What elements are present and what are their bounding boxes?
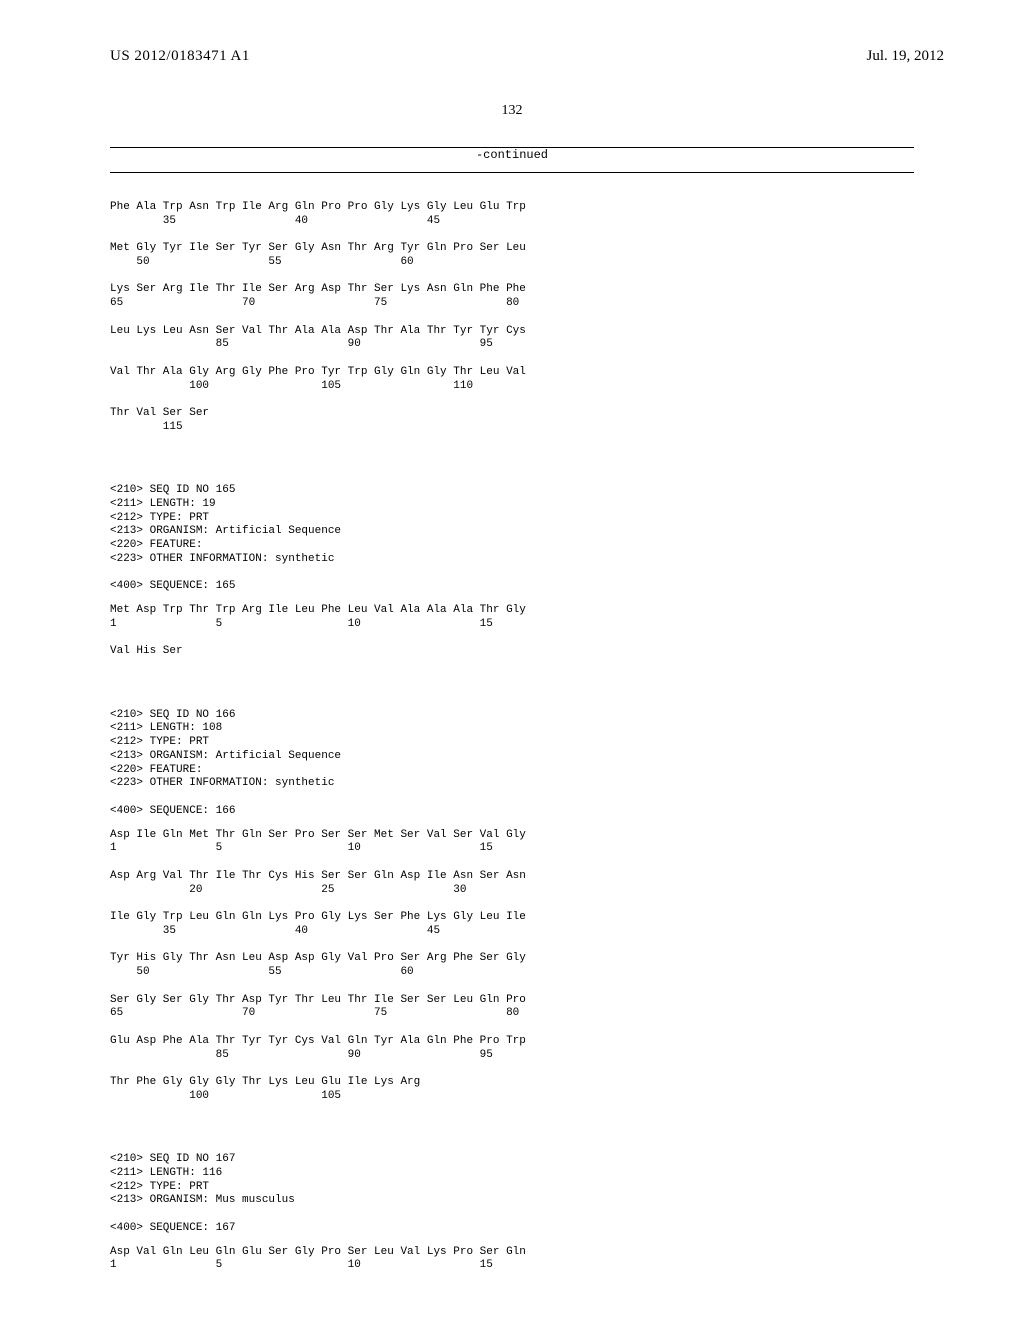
- num-row: 1 5 10 15: [110, 842, 493, 854]
- num-row: 65 70 75 80: [110, 1007, 519, 1019]
- aa-row: Thr Val Ser Ser: [110, 407, 209, 419]
- sequence-block: Phe Ala Trp Asn Trp Ile Arg Gln Pro Pro …: [110, 201, 914, 435]
- meta-line: <220> FEATURE:: [110, 764, 202, 776]
- aa-row: Val Thr Ala Gly Arg Gly Phe Pro Tyr Trp …: [110, 366, 526, 378]
- sequence-block: Met Asp Trp Thr Trp Arg Ile Leu Phe Leu …: [110, 604, 914, 659]
- num-row: 100 105: [110, 1090, 341, 1102]
- num-row: 65 70 75 80: [110, 297, 519, 309]
- aa-row: Asp Arg Val Thr Ile Thr Cys His Ser Ser …: [110, 870, 526, 882]
- aa-row: Thr Phe Gly Gly Gly Thr Lys Leu Glu Ile …: [110, 1076, 420, 1088]
- aa-row: Asp Ile Gln Met Thr Gln Ser Pro Ser Ser …: [110, 829, 526, 841]
- meta-line: <211> LENGTH: 19: [110, 498, 216, 510]
- aa-row: Asp Val Gln Leu Gln Glu Ser Gly Pro Ser …: [110, 1246, 526, 1258]
- continued-label: -continued: [110, 148, 914, 168]
- seq-metadata: <210> SEQ ID NO 167 <211> LENGTH: 116 <2…: [110, 1139, 914, 1235]
- num-row: 50 55 60: [110, 966, 414, 978]
- aa-row: Ser Gly Ser Gly Thr Asp Tyr Thr Leu Thr …: [110, 994, 526, 1006]
- aa-row: Leu Lys Leu Asn Ser Val Thr Ala Ala Asp …: [110, 325, 526, 337]
- meta-line: <212> TYPE: PRT: [110, 1181, 209, 1193]
- meta-line: <223> OTHER INFORMATION: synthetic: [110, 777, 334, 789]
- page-header: US 2012/0183471 A1 Jul. 19, 2012: [0, 0, 1024, 73]
- aa-row: Ile Gly Trp Leu Gln Gln Lys Pro Gly Lys …: [110, 911, 526, 923]
- num-row: 1 5 10 15: [110, 1259, 493, 1271]
- sequence-block: Asp Val Gln Leu Gln Glu Ser Gly Pro Ser …: [110, 1246, 914, 1274]
- seq-metadata: <210> SEQ ID NO 166 <211> LENGTH: 108 <2…: [110, 695, 914, 819]
- num-row: 85 90 95: [110, 1049, 493, 1061]
- sequence-listing: Phe Ala Trp Asn Trp Ile Arg Gln Pro Pro …: [110, 173, 914, 1273]
- num-row: 85 90 95: [110, 338, 493, 350]
- num-row: 35 40 45: [110, 215, 440, 227]
- publication-number: US 2012/0183471 A1: [110, 48, 250, 65]
- meta-line: <212> TYPE: PRT: [110, 736, 209, 748]
- aa-row: Met Asp Trp Thr Trp Arg Ile Leu Phe Leu …: [110, 604, 526, 616]
- meta-line: <220> FEATURE:: [110, 539, 202, 551]
- meta-line: <213> ORGANISM: Mus musculus: [110, 1194, 295, 1206]
- seq-label: <400> SEQUENCE: 166: [110, 805, 235, 817]
- meta-line: <213> ORGANISM: Artificial Sequence: [110, 750, 341, 762]
- num-row: 35 40 45: [110, 925, 440, 937]
- sequence-block: Asp Ile Gln Met Thr Gln Ser Pro Ser Ser …: [110, 829, 914, 1104]
- seq-label: <400> SEQUENCE: 165: [110, 580, 235, 592]
- meta-line: <211> LENGTH: 116: [110, 1167, 222, 1179]
- meta-line: <213> ORGANISM: Artificial Sequence: [110, 525, 341, 537]
- num-row: 115: [110, 421, 183, 433]
- aa-row: Val His Ser: [110, 645, 183, 657]
- num-row: 100 105 110: [110, 380, 473, 392]
- page-number: 132: [0, 103, 1024, 119]
- aa-row: Lys Ser Arg Ile Thr Ile Ser Arg Asp Thr …: [110, 283, 526, 295]
- num-row: 50 55 60: [110, 256, 414, 268]
- meta-line: <223> OTHER INFORMATION: synthetic: [110, 553, 334, 565]
- num-row: 1 5 10 15: [110, 618, 493, 630]
- seq-label: <400> SEQUENCE: 167: [110, 1222, 235, 1234]
- meta-line: <211> LENGTH: 108: [110, 722, 222, 734]
- seq-metadata: <210> SEQ ID NO 165 <211> LENGTH: 19 <21…: [110, 470, 914, 594]
- publication-date: Jul. 19, 2012: [866, 48, 944, 65]
- aa-row: Phe Ala Trp Asn Trp Ile Arg Gln Pro Pro …: [110, 201, 526, 213]
- aa-row: Met Gly Tyr Ile Ser Tyr Ser Gly Asn Thr …: [110, 242, 526, 254]
- num-row: 20 25 30: [110, 884, 466, 896]
- meta-line: <210> SEQ ID NO 167: [110, 1153, 235, 1165]
- meta-line: <210> SEQ ID NO 165: [110, 484, 235, 496]
- aa-row: Tyr His Gly Thr Asn Leu Asp Asp Gly Val …: [110, 952, 526, 964]
- meta-line: <210> SEQ ID NO 166: [110, 709, 235, 721]
- aa-row: Glu Asp Phe Ala Thr Tyr Tyr Cys Val Gln …: [110, 1035, 526, 1047]
- meta-line: <212> TYPE: PRT: [110, 512, 209, 524]
